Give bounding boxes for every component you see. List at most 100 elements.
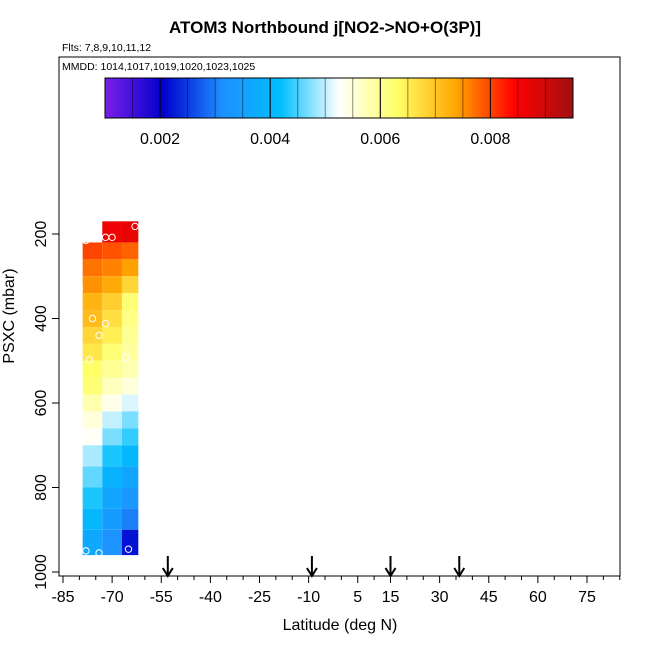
x-tick-label: 15 bbox=[382, 589, 400, 606]
heatmap-cell bbox=[102, 466, 122, 488]
x-tick-label: -85 bbox=[51, 589, 74, 606]
x-tick-label: -55 bbox=[150, 589, 173, 606]
x-axis: -85 -70 -55 -40 -25 -10 5 15 30 45 60 75 bbox=[51, 576, 621, 606]
heatmap-cell bbox=[121, 310, 139, 327]
sample-point bbox=[124, 545, 133, 553]
y-tick-label: 200 bbox=[33, 221, 50, 248]
sample-points bbox=[75, 222, 139, 557]
chart-title: ATOM3 Northbound j[NO2->NO+O(3P)] bbox=[169, 18, 481, 37]
x-tick-label: 30 bbox=[431, 589, 449, 606]
heatmap-cell bbox=[102, 221, 122, 243]
heatmap-cell bbox=[121, 276, 139, 294]
y-axis: 200 400 600 800 1000 bbox=[33, 221, 59, 590]
colorbar-tick-label: 0.008 bbox=[470, 131, 510, 148]
flight-arrow bbox=[161, 556, 174, 578]
y-tick-label: 600 bbox=[33, 390, 50, 417]
heatmap-cell bbox=[102, 487, 122, 509]
heatmap-cell bbox=[121, 487, 139, 509]
heatmap-cell bbox=[102, 428, 122, 446]
heatmap-cell bbox=[102, 293, 122, 311]
y-axis-title: PSXC (mbar) bbox=[1, 268, 18, 363]
heatmap-cell bbox=[82, 487, 103, 509]
heatmap-cell bbox=[102, 360, 122, 378]
sample-point bbox=[95, 331, 103, 340]
sample-point bbox=[82, 547, 90, 555]
heatmap-cell bbox=[102, 377, 122, 395]
mmdd-label: MMDD: 1014,1017,1019,1020,1023,1025 bbox=[62, 61, 256, 73]
heatmap-cell bbox=[82, 360, 103, 378]
x-tick-label: -40 bbox=[199, 589, 222, 606]
heatmap-cell bbox=[121, 529, 139, 556]
heatmap-cell bbox=[121, 293, 139, 311]
heatmap-cell bbox=[102, 394, 122, 412]
x-tick-label: 75 bbox=[578, 589, 596, 606]
colorbar: 0.002 0.004 0.006 0.008 bbox=[104, 77, 574, 148]
heatmap-cell bbox=[121, 221, 139, 243]
sample-point bbox=[75, 284, 84, 292]
heatmap-cell bbox=[121, 377, 139, 395]
sample-point bbox=[131, 222, 139, 231]
heatmap-cell bbox=[121, 411, 139, 429]
colorbar-tick-label: 0.004 bbox=[250, 131, 290, 148]
heatmap-cell bbox=[82, 377, 103, 395]
x-tick-label: -70 bbox=[101, 589, 124, 606]
heatmap-cell bbox=[82, 326, 103, 344]
flight-arrow bbox=[384, 556, 397, 578]
sample-point bbox=[121, 353, 129, 362]
x-tick-label: 5 bbox=[353, 589, 362, 606]
sample-point bbox=[85, 356, 93, 364]
x-tick-label: 45 bbox=[480, 589, 498, 606]
colorbar-gradient bbox=[104, 77, 574, 119]
flight-arrow bbox=[453, 556, 466, 578]
heatmap-cell bbox=[121, 343, 139, 361]
x-axis-title: Latitude (deg N) bbox=[283, 617, 398, 634]
heatmap-cell bbox=[102, 508, 122, 530]
heatmap-cell bbox=[121, 242, 139, 260]
heatmap-cell bbox=[102, 310, 122, 327]
heatmap-cells bbox=[82, 221, 139, 556]
heatmap-cell bbox=[102, 326, 122, 344]
colorbar-tick-label: 0.002 bbox=[140, 131, 180, 148]
heatmap-cell bbox=[82, 259, 103, 277]
heatmap-cell bbox=[102, 445, 122, 467]
heatmap-cell bbox=[82, 276, 103, 294]
flights-label: Flts: 7,8,9,10,11,12 bbox=[62, 42, 152, 54]
sample-point bbox=[82, 236, 90, 245]
x-tick-label: -10 bbox=[297, 589, 320, 606]
y-tick-label: 1000 bbox=[33, 554, 50, 590]
y-tick-label: 400 bbox=[33, 305, 50, 332]
flight-arrows bbox=[161, 556, 466, 578]
heatmap-cell bbox=[121, 360, 139, 378]
heatmap-cell bbox=[121, 466, 139, 488]
heatmap-cell bbox=[82, 310, 103, 327]
heatmap-cell bbox=[82, 343, 103, 361]
plot-frame bbox=[58, 56, 621, 577]
y-tick-label: 800 bbox=[33, 474, 50, 501]
heatmap-cell bbox=[121, 508, 139, 530]
heatmap-cell bbox=[121, 394, 139, 412]
heatmap-cell bbox=[82, 242, 103, 260]
heatmap-cell bbox=[121, 326, 139, 344]
heatmap-cell bbox=[121, 259, 139, 277]
sample-point bbox=[95, 549, 103, 557]
heatmap-cell bbox=[82, 508, 103, 530]
heatmap-cell bbox=[102, 343, 122, 361]
heatmap-cell bbox=[121, 445, 139, 467]
colorbar-tick-label: 0.006 bbox=[360, 131, 400, 148]
heatmap-cell bbox=[82, 411, 103, 429]
heatmap-cell bbox=[82, 445, 103, 467]
sample-point bbox=[101, 319, 110, 328]
heatmap-cell bbox=[102, 276, 122, 294]
heatmap-cell bbox=[121, 428, 139, 446]
flight-arrow bbox=[306, 556, 318, 578]
heatmap-cell bbox=[82, 394, 103, 412]
x-tick-label: -25 bbox=[248, 589, 271, 606]
heatmap-cell bbox=[82, 529, 103, 556]
sample-point bbox=[88, 314, 97, 323]
sample-point bbox=[108, 233, 116, 242]
heatmap-cell bbox=[82, 293, 103, 311]
x-tick-label: 60 bbox=[529, 589, 547, 606]
heatmap-cell bbox=[102, 411, 122, 429]
heatmap-cell bbox=[102, 529, 122, 556]
